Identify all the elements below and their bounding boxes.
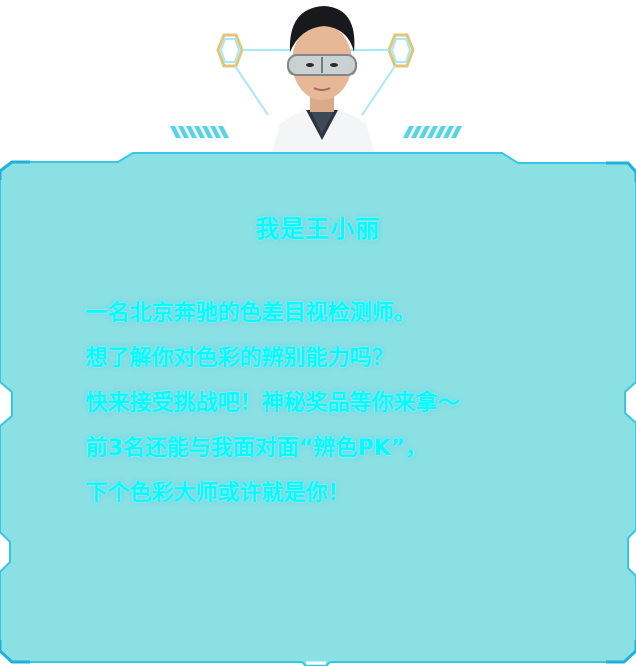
stripe-decoration-right [403, 126, 462, 138]
panel-background [0, 152, 636, 666]
person-avatar-icon [272, 6, 374, 152]
profile-title: 我是王小丽 [255, 215, 381, 243]
profile-intro: 一名北京奔驰的色差目视检测师。 想了解你对色彩的辨别能力吗？ 快来接受挑战吧！神… [86, 291, 586, 516]
connector-lines [234, 49, 396, 116]
intro-line: 想了解你对色彩的辨别能力吗？ [86, 346, 395, 371]
intro-line: 前3名还能与我面对面“辨色PK”， [86, 436, 428, 461]
hexagon-decoration-left [216, 33, 244, 68]
intro-line: 下个色彩大师或许就是你！ [86, 481, 351, 506]
intro-line: 快来接受挑战吧！神秘奖品等你来拿～ [86, 391, 461, 416]
intro-line: 一名北京奔驰的色差目视检测师。 [86, 301, 417, 326]
hexagon-decoration-right [387, 33, 415, 68]
stripe-decoration-left [170, 126, 229, 138]
corner-accents [0, 160, 636, 665]
